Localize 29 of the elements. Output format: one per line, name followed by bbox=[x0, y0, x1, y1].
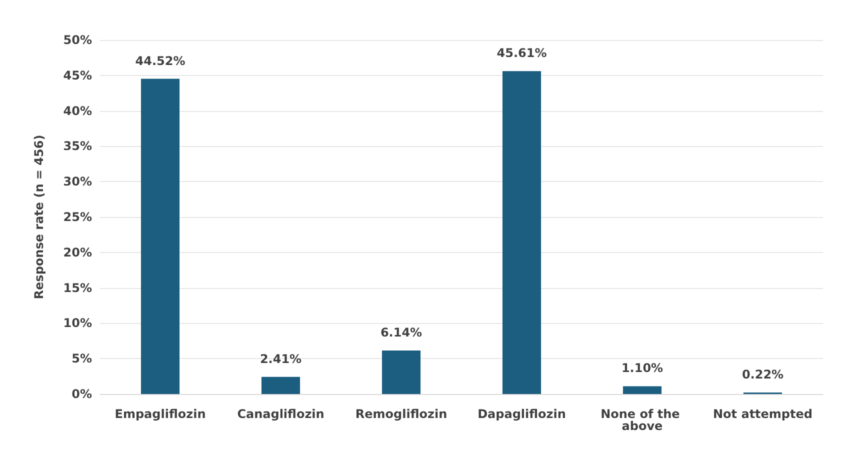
bar bbox=[261, 376, 300, 394]
data-label: 6.14% bbox=[380, 326, 422, 340]
y-tick-label: 20% bbox=[63, 245, 92, 260]
x-tick-label: None of the above bbox=[600, 407, 684, 433]
bar bbox=[502, 71, 542, 394]
y-tick-label: 50% bbox=[63, 33, 92, 47]
data-label: 45.61% bbox=[496, 46, 547, 60]
y-tick-label: 5% bbox=[72, 352, 92, 366]
y-tick-label: 15% bbox=[63, 280, 92, 295]
data-label: 2.41% bbox=[260, 352, 302, 366]
y-tick-label: 40% bbox=[63, 104, 92, 118]
y-tick-label: 25% bbox=[63, 210, 92, 224]
bar bbox=[140, 78, 180, 394]
x-tick-label: Remogliflozin bbox=[355, 407, 448, 421]
data-label: 44.52% bbox=[135, 54, 186, 68]
data-label: 0.22% bbox=[742, 367, 784, 382]
x-tick-label: Canagliflozin bbox=[237, 407, 324, 421]
y-tick-label: 45% bbox=[63, 68, 92, 82]
y-axis-title: Response rate (n = 456) bbox=[32, 134, 46, 300]
x-tick-label: Empagliflozin bbox=[114, 407, 206, 421]
y-tick-label: 35% bbox=[63, 139, 92, 154]
bar bbox=[382, 350, 421, 394]
x-tick-label: Not attempted bbox=[713, 407, 812, 421]
y-tick-label: 0% bbox=[72, 387, 92, 401]
y-tick-label: 10% bbox=[63, 316, 92, 330]
x-tick-label: Dapagliflozin bbox=[478, 407, 566, 421]
bar bbox=[622, 386, 662, 394]
y-tick-label: 30% bbox=[63, 174, 92, 189]
data-label: 1.10% bbox=[621, 361, 664, 376]
